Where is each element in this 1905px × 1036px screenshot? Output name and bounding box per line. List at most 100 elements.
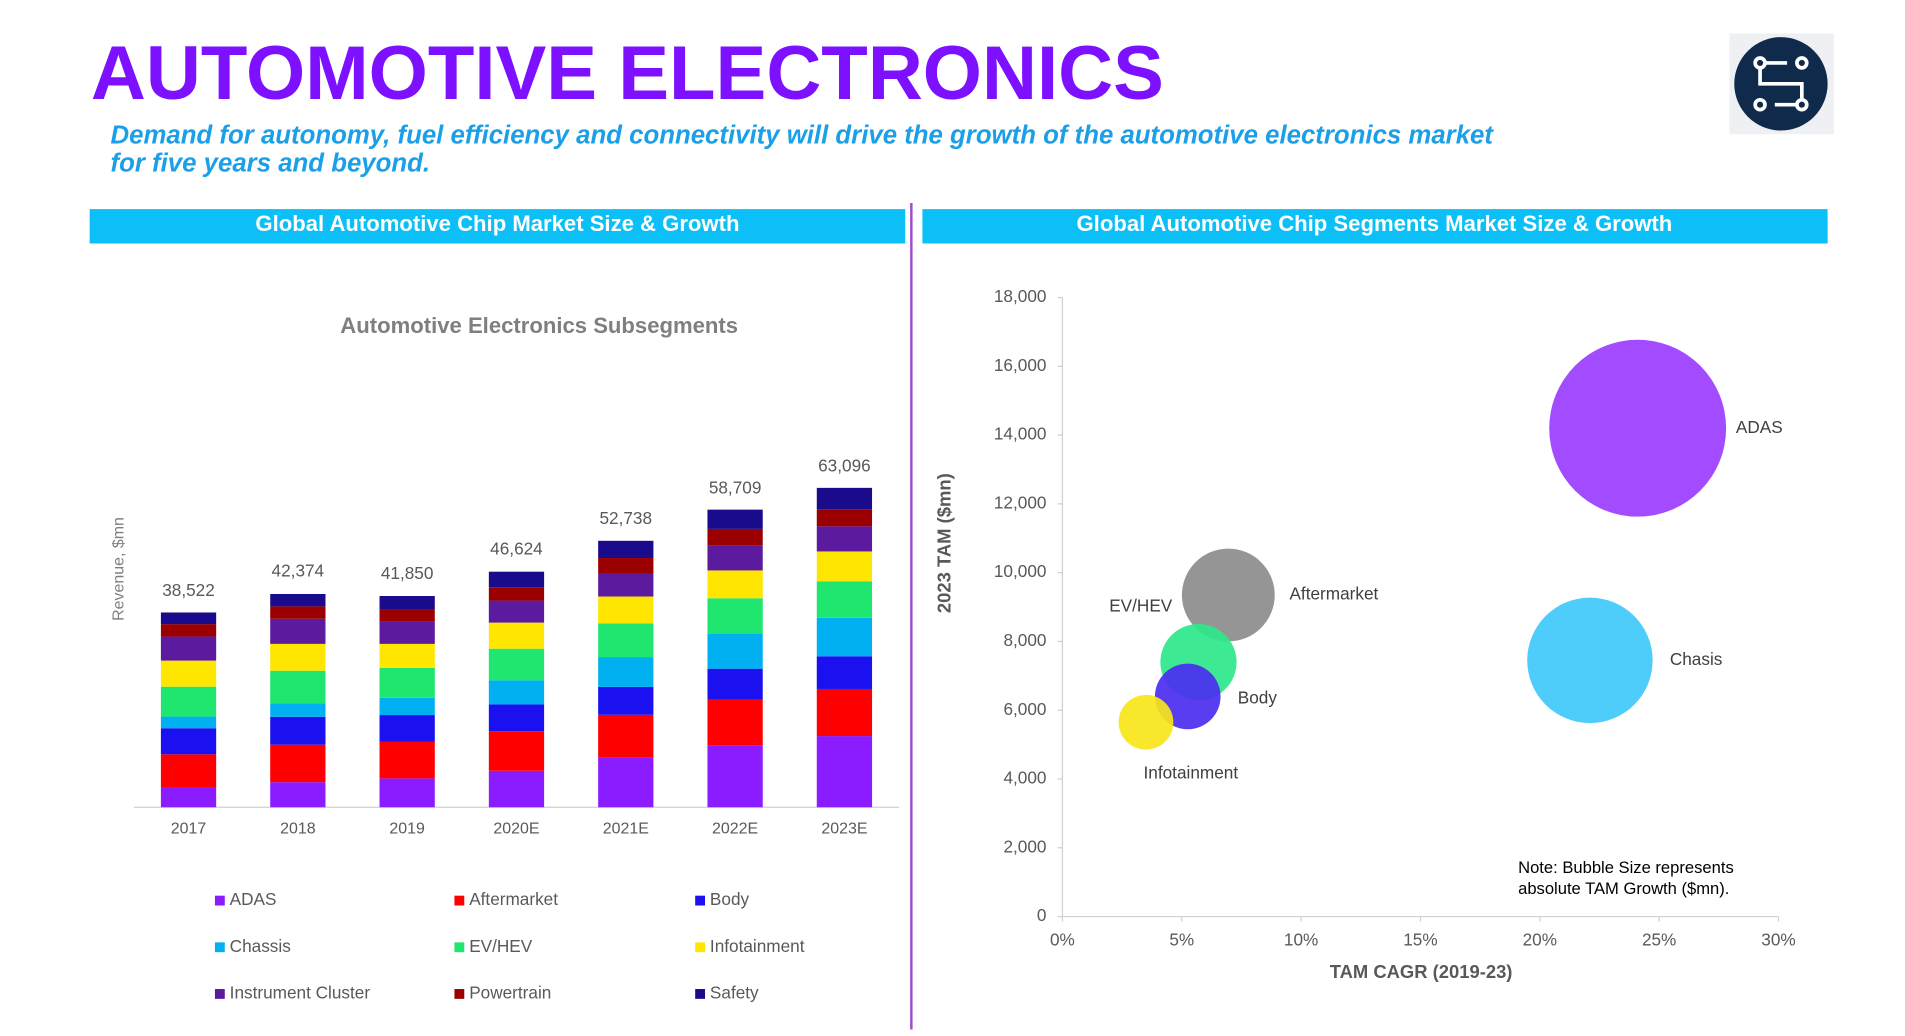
panel-title: Global Automotive Chip Segments Market S… <box>1077 211 1673 236</box>
bar-segment <box>816 656 873 689</box>
total-label: 63,096 <box>818 455 871 475</box>
bar-segment <box>598 596 654 624</box>
legend-label: Infotainment <box>710 936 805 956</box>
bar-segment <box>379 697 435 716</box>
bar-segment <box>598 757 654 808</box>
note: Note: Bubble Size represents <box>1518 858 1734 877</box>
bar-segment <box>488 770 545 808</box>
bar-segment <box>160 636 217 661</box>
bar-segment <box>270 716 326 745</box>
x-tick-label: 2018 <box>280 821 316 838</box>
y-axis-title: Revenue, $mn <box>110 517 127 621</box>
x-tick-label: 2017 <box>171 821 207 838</box>
y-tick-label: 16,000 <box>994 355 1047 375</box>
bar-segment <box>488 587 545 601</box>
bar-segment <box>707 528 763 546</box>
bar-segment <box>598 657 654 687</box>
legend-label: Safety <box>710 982 759 1002</box>
bar-segment <box>160 624 217 637</box>
bar-segment <box>160 612 217 625</box>
bar-segment <box>270 643 326 671</box>
bar-segment <box>379 621 435 644</box>
y-tick-label: 8,000 <box>1003 630 1046 650</box>
bubble-label: Infotainment <box>1144 763 1239 783</box>
x-tick-label: 2022E <box>712 821 758 838</box>
bubble <box>1118 694 1174 750</box>
bar-segment <box>707 570 763 599</box>
y-tick-label: 14,000 <box>994 424 1047 444</box>
total-label: 42,374 <box>272 560 325 580</box>
bar-segment <box>488 622 545 649</box>
bar-segment <box>816 736 873 808</box>
bubble-label: Body <box>1238 687 1278 707</box>
legend-swatch <box>695 989 706 999</box>
y-tick-label: 0 <box>1037 905 1047 925</box>
bar-segment <box>816 509 873 527</box>
bar-segment <box>270 606 326 619</box>
bar-segment <box>379 643 435 668</box>
bar-segment <box>488 680 545 705</box>
bar-segment <box>488 600 545 623</box>
bar-segment <box>816 526 873 552</box>
x-tick-label: 2021E <box>603 821 649 838</box>
bar-segment <box>707 668 763 700</box>
bar-segment <box>160 716 217 729</box>
bubble <box>1527 597 1653 724</box>
bar-segment <box>379 609 435 622</box>
legend-swatch <box>214 989 225 999</box>
bar-segment <box>707 545 763 571</box>
bar-segment <box>816 487 873 510</box>
total-label: 58,709 <box>709 478 762 498</box>
y-axis-title: 2023 TAM ($mn) <box>934 473 955 613</box>
bubble-label: Aftermarket <box>1289 584 1378 604</box>
bar-segment <box>488 571 545 588</box>
bar-segment <box>816 551 873 582</box>
bar-segment <box>379 778 435 808</box>
bar-segment <box>707 699 763 746</box>
bar-segment <box>488 648 545 681</box>
bar-segment <box>816 581 873 618</box>
y-tick-label: 2,000 <box>1003 836 1046 856</box>
bar-segment <box>160 754 217 787</box>
total-label: 52,738 <box>599 508 652 528</box>
total-label: 41,850 <box>381 563 434 583</box>
y-tick-label: 6,000 <box>1003 699 1046 719</box>
total-label: 38,522 <box>162 580 215 600</box>
bar-segment <box>816 617 873 657</box>
bar-segment <box>707 509 763 529</box>
bar-segment <box>488 704 545 732</box>
x-tick-label: 30% <box>1761 930 1795 950</box>
bar-segment <box>270 593 326 607</box>
y-tick-label: 12,000 <box>994 492 1047 512</box>
chart-title: Automotive Electronics Subsegments <box>340 313 738 338</box>
bar-segment <box>160 786 217 808</box>
x-tick-label: 2023E <box>821 821 867 838</box>
y-tick-label: 18,000 <box>994 286 1047 306</box>
bar-segment <box>379 667 435 698</box>
bar-segment <box>598 686 654 715</box>
logo-icon <box>1729 33 1834 135</box>
bubble <box>1549 339 1727 517</box>
bar-segment <box>598 540 654 559</box>
bar-segment <box>816 688 873 737</box>
x-tick-label: 25% <box>1642 930 1676 950</box>
subtitle-line: Demand for autonomy, fuel efficiency and… <box>111 121 1495 149</box>
subtitle-line: for five years and beyond. <box>111 150 431 178</box>
bar-segment <box>160 728 217 755</box>
bar-segment <box>379 596 435 610</box>
legend-swatch <box>214 942 225 953</box>
legend-label: Aftermarket <box>469 889 558 909</box>
bar-segment <box>270 782 326 808</box>
x-tick-label: 15% <box>1403 930 1437 950</box>
x-tick-label: 10% <box>1284 930 1318 950</box>
bubble-label: Chasis <box>1670 649 1723 669</box>
legend-swatch <box>695 942 706 953</box>
panel-header <box>89 209 906 244</box>
bar-segment <box>488 731 545 771</box>
bar-segment <box>598 573 654 597</box>
x-tick-label: 5% <box>1169 930 1194 950</box>
legend-swatch <box>695 895 706 906</box>
x-tick-label: 2020E <box>493 821 539 838</box>
total-label: 46,624 <box>490 539 543 559</box>
